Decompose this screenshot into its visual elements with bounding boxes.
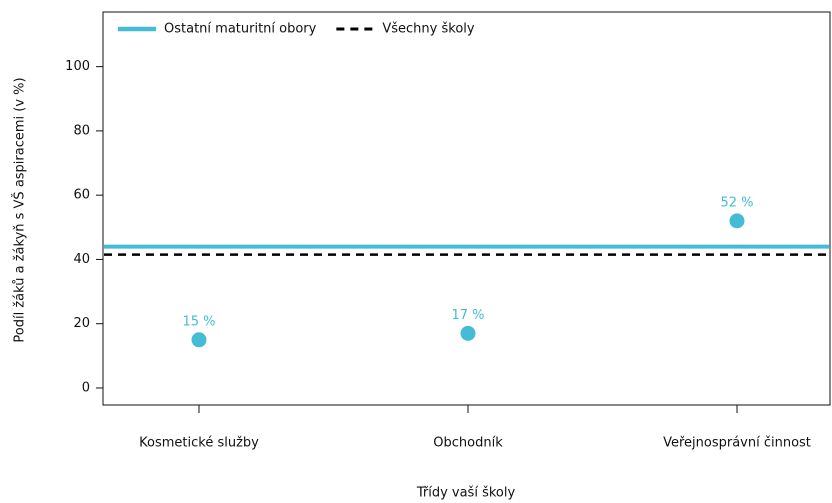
y-tick-label: 40 [73,252,90,267]
legend-label: Všechny školy [382,22,475,37]
y-tick-label: 0 [82,380,90,395]
y-tick-label: 60 [73,188,90,203]
x-tick-label: Obchodník [433,436,503,451]
value-label: 15 % [182,314,215,329]
y-tick-label: 80 [73,123,90,138]
y-tick-label: 100 [65,59,90,74]
value-label: 52 % [720,195,753,210]
x-axis-label: Třídy vaší školy [416,486,516,501]
x-tick-label: Kosmetické služby [139,436,259,451]
dot [191,332,207,348]
dot [729,213,745,229]
value-label: 17 % [451,308,484,323]
y-tick-label: 20 [73,316,90,331]
plot-frame [102,11,831,406]
y-axis-label: Podíl žáků a žákyň s VŠ aspiracemi (v %) [12,77,28,342]
dot [460,325,476,341]
legend-label: Ostatní maturitní obory [164,22,317,37]
x-tick-label: Veřejnosprávní činnost [663,436,811,451]
